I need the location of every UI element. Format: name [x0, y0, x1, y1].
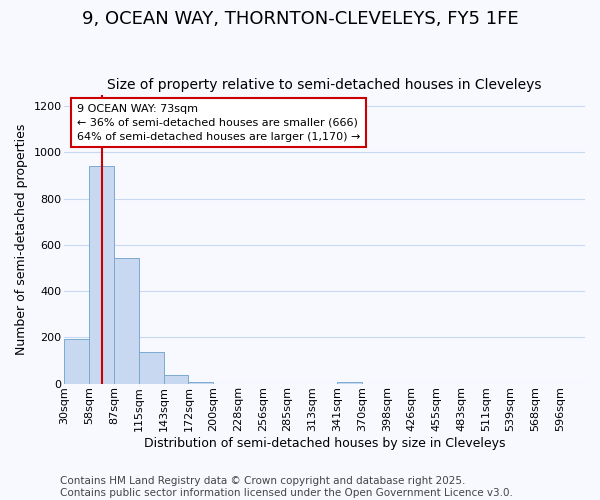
- Title: Size of property relative to semi-detached houses in Cleveleys: Size of property relative to semi-detach…: [107, 78, 542, 92]
- Text: 9, OCEAN WAY, THORNTON-CLEVELEYS, FY5 1FE: 9, OCEAN WAY, THORNTON-CLEVELEYS, FY5 1F…: [82, 10, 518, 28]
- Text: 9 OCEAN WAY: 73sqm
← 36% of semi-detached houses are smaller (666)
64% of semi-d: 9 OCEAN WAY: 73sqm ← 36% of semi-detache…: [77, 104, 360, 142]
- X-axis label: Distribution of semi-detached houses by size in Cleveleys: Distribution of semi-detached houses by …: [144, 437, 505, 450]
- Bar: [188, 382, 213, 384]
- Bar: [89, 166, 114, 384]
- Bar: [114, 258, 139, 384]
- Text: Contains HM Land Registry data © Crown copyright and database right 2025.
Contai: Contains HM Land Registry data © Crown c…: [60, 476, 513, 498]
- Bar: [139, 352, 164, 384]
- Bar: [337, 382, 362, 384]
- Bar: [164, 375, 188, 384]
- Bar: [64, 339, 89, 384]
- Y-axis label: Number of semi-detached properties: Number of semi-detached properties: [15, 124, 28, 354]
